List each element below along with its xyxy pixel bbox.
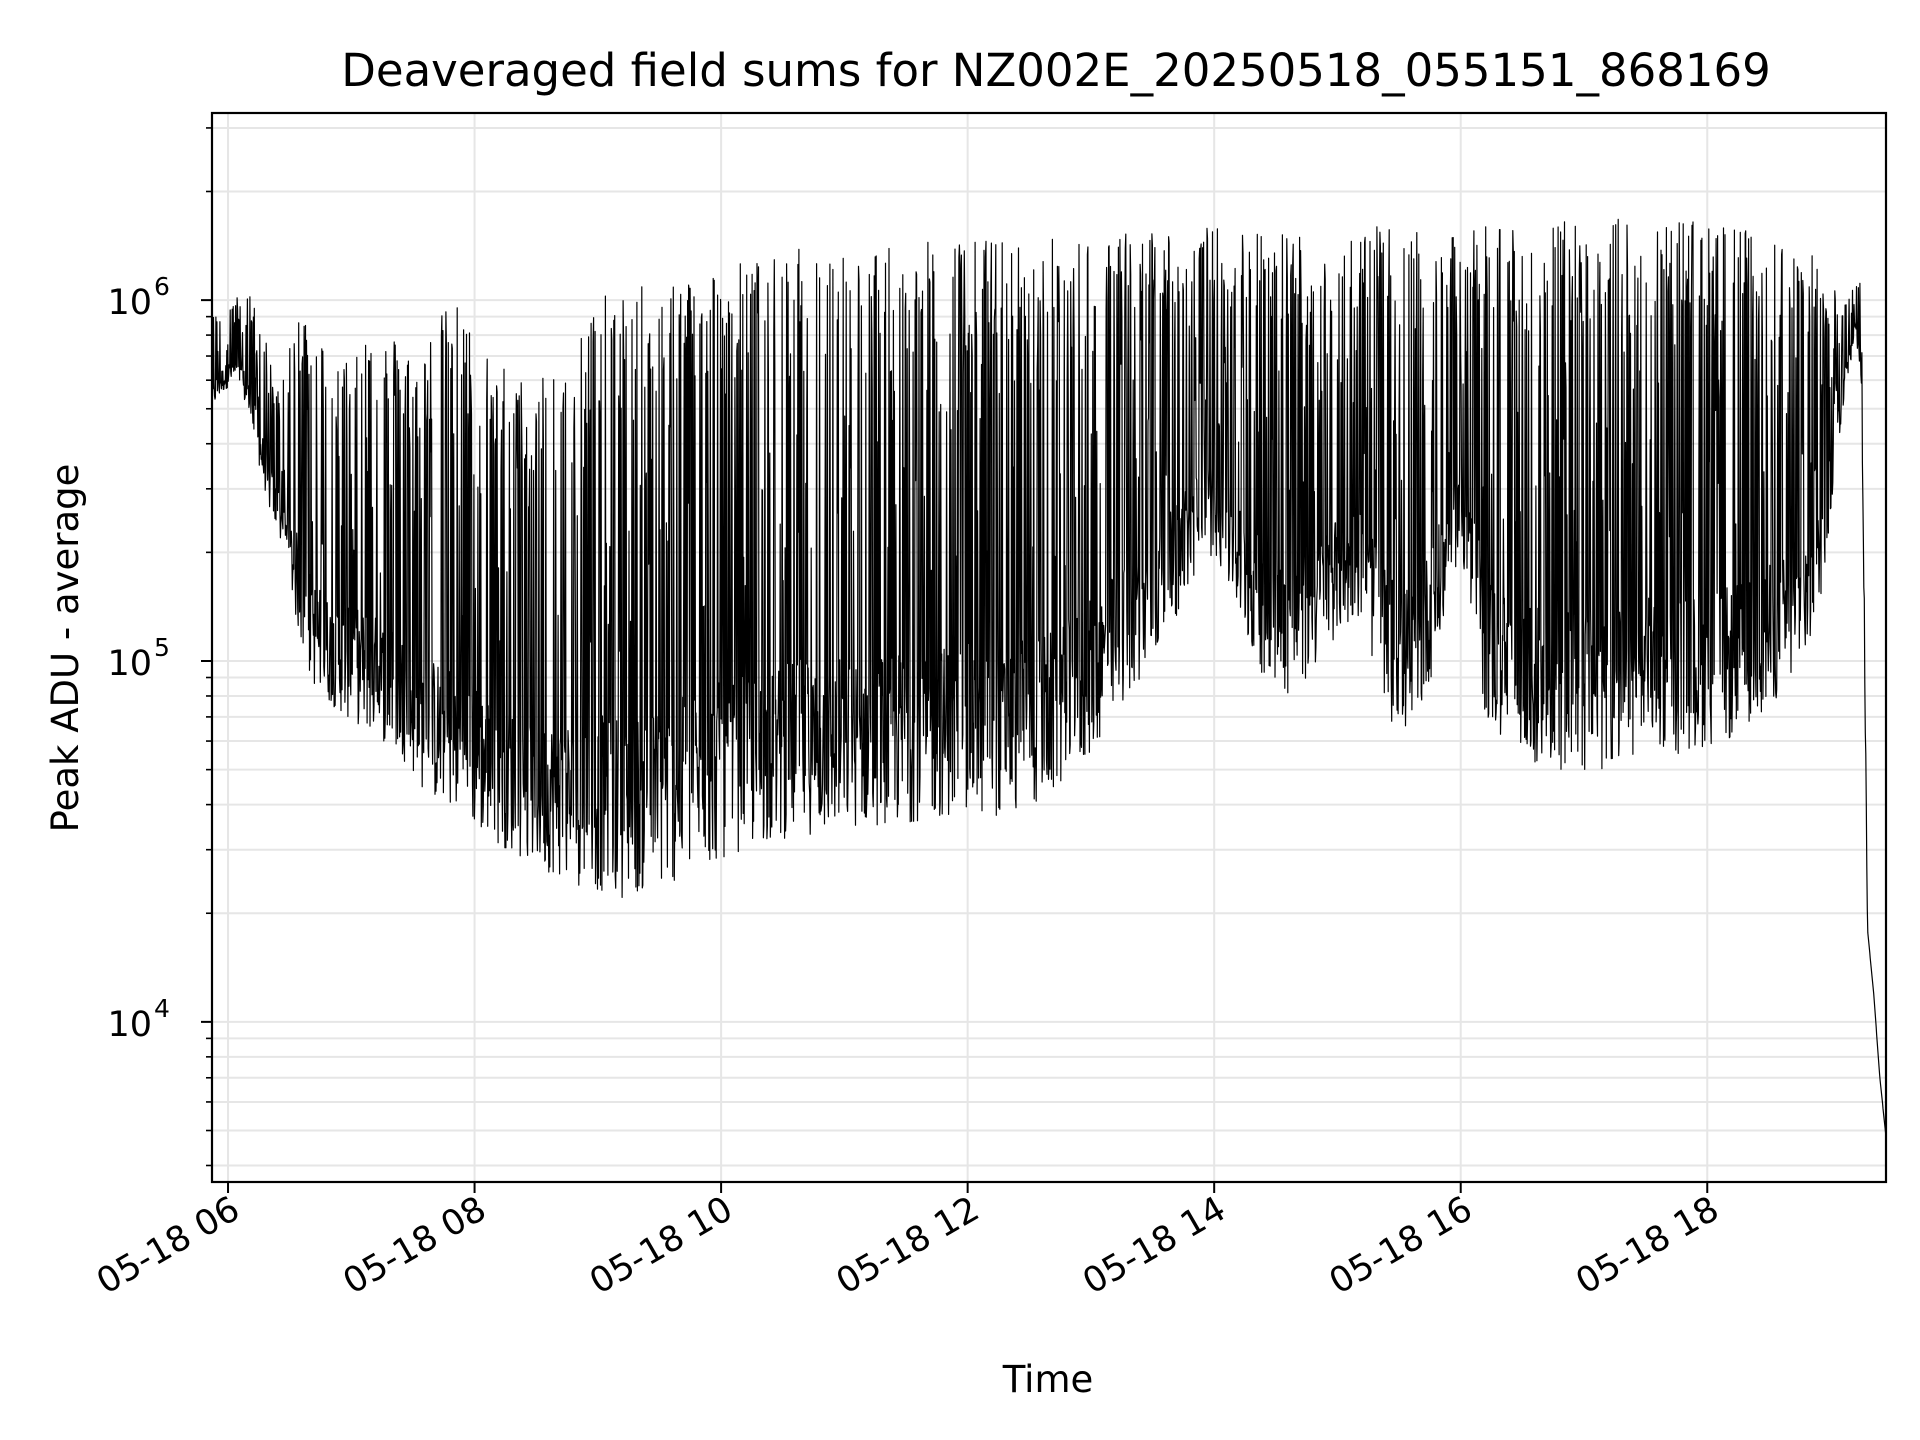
y-tick-label: 10 [107, 283, 152, 323]
y-tick-label: 10 [107, 1005, 152, 1045]
series-layer [211, 218, 1887, 1137]
chart-title: Deaveraged field sums for NZ002E_2025051… [341, 44, 1770, 97]
x-axis-label: Time [1002, 1358, 1094, 1401]
y-axis-label: Peak ADU - average [44, 464, 87, 833]
plot-frame [210, 111, 1888, 1184]
y-tick-label: 10 [107, 644, 152, 684]
series-line [211, 218, 1887, 1137]
y-tick-exponent: 4 [154, 994, 170, 1023]
y-tick-exponent: 5 [154, 633, 170, 662]
y-tick-exponent: 6 [154, 272, 170, 301]
